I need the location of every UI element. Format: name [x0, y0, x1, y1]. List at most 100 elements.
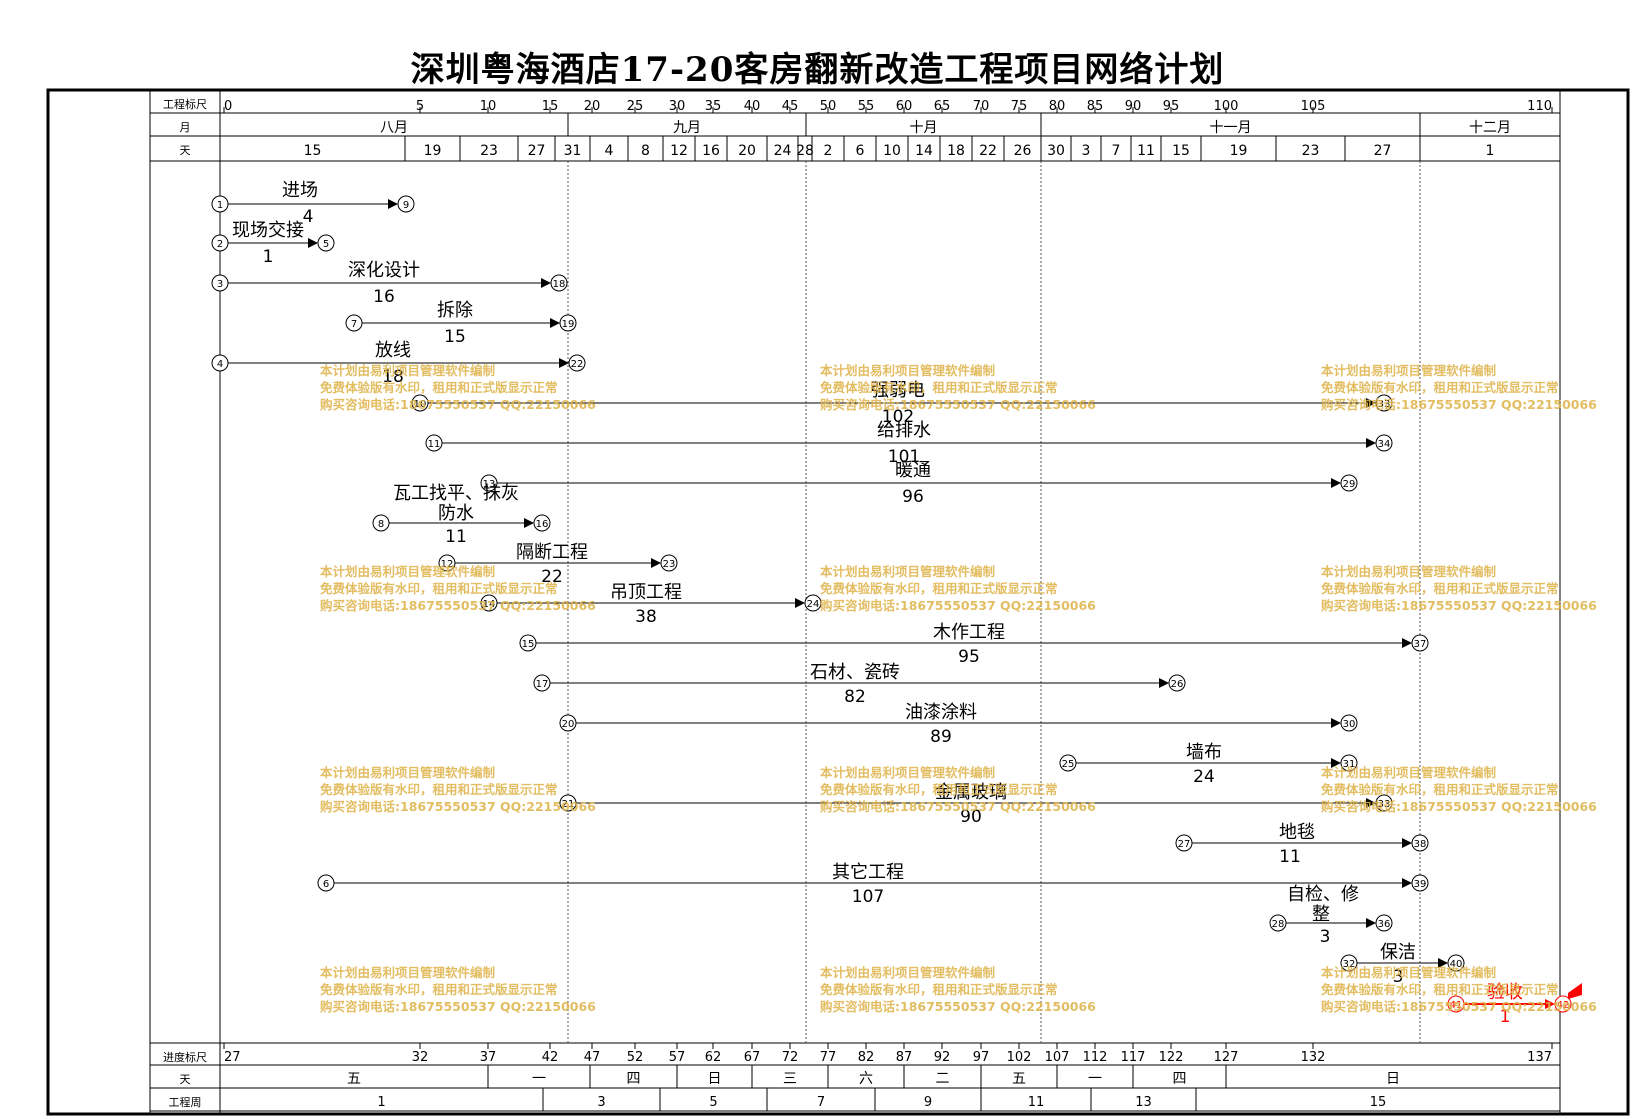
arrowhead — [1402, 638, 1412, 648]
weekday-label: 六 — [859, 1071, 873, 1087]
event-node — [550, 274, 568, 292]
engineering-scale-label: 0 — [224, 99, 232, 114]
event-node — [1447, 995, 1465, 1013]
engineering-scale-label: 100 — [1214, 99, 1239, 114]
activity-duration: 18 — [382, 367, 404, 387]
arrowhead — [1545, 999, 1555, 1009]
day-label: 3 — [1082, 143, 1091, 159]
event-node — [411, 394, 429, 412]
day-label: 18 — [947, 143, 965, 159]
arrowhead — [308, 238, 318, 248]
day-label: 12 — [670, 143, 688, 159]
day-label: 19 — [1230, 143, 1248, 159]
event-node — [372, 514, 390, 532]
arrowhead — [651, 558, 661, 568]
event-node-label: 32 — [1343, 959, 1356, 970]
event-node-label: 4 — [217, 359, 223, 370]
event-node-label: 24 — [807, 599, 820, 610]
activity-name: 木作工程 — [933, 622, 1005, 643]
activity-name: 整 — [1312, 904, 1330, 925]
engineering-week-label: 3 — [597, 1095, 605, 1110]
event-node-label: 30 — [1343, 719, 1356, 730]
day-label: 20 — [738, 143, 756, 159]
day-label: 27 — [1374, 143, 1392, 159]
activity-duration: 90 — [960, 807, 982, 827]
day-label: 23 — [1302, 143, 1320, 159]
day-label: 6 — [856, 143, 865, 159]
progress-scale-label: 112 — [1083, 1050, 1108, 1065]
day-label: 30 — [1047, 143, 1065, 159]
progress-scale-label: 72 — [782, 1050, 799, 1065]
event-node — [397, 195, 415, 213]
month-label: 十月 — [910, 120, 938, 136]
event-node — [519, 634, 537, 652]
event-node-label: 3 — [217, 279, 223, 290]
event-node-label: 38 — [1414, 839, 1427, 850]
page-title: 深圳粤海酒店17-20客房翻新改造工程项目网络计划 — [410, 50, 1225, 90]
activity-duration: 1 — [1500, 1007, 1511, 1027]
activity-name: 强弱电 — [871, 380, 925, 401]
activity-name: 其它工程 — [832, 862, 904, 883]
event-node — [1375, 434, 1393, 452]
activity-name: 墙布 — [1186, 742, 1222, 763]
engineering-week-label: 15 — [1370, 1095, 1387, 1110]
row-label-engineering-week: 工程周 — [169, 1096, 202, 1109]
event-node-label: 7 — [351, 319, 357, 330]
event-node — [1340, 714, 1358, 732]
progress-scale-label: 67 — [744, 1050, 761, 1065]
arrowhead — [1331, 718, 1341, 728]
activity-duration: 96 — [902, 487, 924, 507]
activity-duration: 22 — [541, 567, 563, 587]
engineering-week-label: 9 — [924, 1095, 932, 1110]
engineering-week-label: 11 — [1028, 1095, 1045, 1110]
event-node — [533, 514, 551, 532]
event-node — [1269, 914, 1287, 932]
engineering-scale-label: 75 — [1011, 99, 1028, 114]
event-node — [568, 354, 586, 372]
event-node-label: 2 — [217, 239, 223, 250]
event-node — [1447, 954, 1465, 972]
day-label: 31 — [564, 143, 582, 159]
event-node — [1411, 874, 1429, 892]
event-node — [1375, 914, 1393, 932]
activity-duration: 95 — [958, 647, 980, 667]
event-node — [1340, 474, 1358, 492]
engineering-week-label: 7 — [817, 1095, 825, 1110]
activity-duration: 24 — [1193, 767, 1215, 787]
activity-name: 瓦工找平、抹灰 — [393, 483, 519, 504]
activity-name: 深化设计 — [348, 260, 420, 281]
engineering-scale-label: 15 — [542, 99, 559, 114]
event-node — [1375, 394, 1393, 412]
activity-name: 石材、瓷砖 — [810, 662, 900, 683]
progress-scale-label: 52 — [627, 1050, 644, 1065]
progress-scale-label: 77 — [820, 1050, 837, 1065]
event-node-label: 23 — [663, 559, 676, 570]
event-node-label: 34 — [1378, 439, 1391, 450]
engineering-week-label: 13 — [1135, 1095, 1152, 1110]
engineering-scale-label: 105 — [1301, 99, 1326, 114]
progress-scale-label: 37 — [480, 1050, 497, 1065]
event-node-label: 16 — [536, 519, 549, 530]
activity-name: 保洁 — [1380, 942, 1416, 963]
event-node — [1340, 954, 1358, 972]
weekday-label: 三 — [783, 1071, 797, 1087]
activity-name: 放线 — [375, 340, 411, 361]
event-node — [211, 195, 229, 213]
row-label-progress-scale: 进度标尺 — [163, 1050, 207, 1064]
event-node-label: 1 — [217, 200, 223, 211]
row-label-day: 天 — [180, 144, 191, 157]
activity-duration: 15 — [444, 327, 466, 347]
event-node — [1411, 634, 1429, 652]
weekday-label: 二 — [936, 1071, 950, 1087]
event-node — [533, 674, 551, 692]
day-label: 2 — [824, 143, 833, 159]
progress-scale-label: 92 — [934, 1050, 951, 1065]
weekday-label: 四 — [627, 1071, 641, 1087]
event-node — [211, 354, 229, 372]
arrowhead — [1366, 918, 1376, 928]
arrowhead — [1438, 958, 1448, 968]
progress-scale-label: 42 — [542, 1050, 559, 1065]
engineering-scale-label: 80 — [1049, 99, 1066, 114]
weekday-label: 五 — [1012, 1071, 1026, 1087]
